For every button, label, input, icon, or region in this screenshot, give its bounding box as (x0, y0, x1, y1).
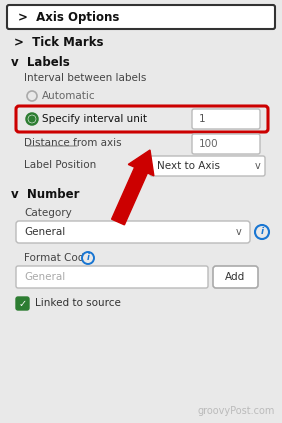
FancyBboxPatch shape (192, 109, 260, 129)
Text: Add: Add (225, 272, 245, 282)
FancyArrow shape (112, 150, 154, 225)
Text: Specify interval unit: Specify interval unit (42, 114, 147, 124)
Text: >  Axis Options: > Axis Options (18, 11, 119, 24)
Text: Distance from axis: Distance from axis (24, 138, 122, 148)
Text: Category: Category (24, 208, 72, 218)
Text: i: i (87, 253, 89, 263)
Text: Label Position: Label Position (24, 160, 96, 170)
Circle shape (255, 225, 269, 239)
Circle shape (82, 252, 94, 264)
Circle shape (27, 113, 38, 124)
FancyBboxPatch shape (150, 156, 265, 176)
Text: Interval between labels: Interval between labels (24, 73, 146, 83)
Circle shape (27, 91, 37, 101)
Text: 100: 100 (199, 139, 219, 149)
Text: v: v (236, 227, 242, 237)
Text: >  Tick Marks: > Tick Marks (14, 36, 103, 49)
FancyBboxPatch shape (16, 106, 268, 132)
Text: Format Code: Format Code (24, 253, 91, 263)
Text: Next to Axis: Next to Axis (157, 161, 220, 171)
Text: i: i (261, 228, 264, 236)
Text: Linked to source: Linked to source (35, 299, 121, 308)
FancyBboxPatch shape (192, 134, 260, 154)
FancyBboxPatch shape (213, 266, 258, 288)
Text: v  Labels: v Labels (11, 55, 70, 69)
FancyBboxPatch shape (7, 5, 275, 29)
FancyBboxPatch shape (16, 221, 250, 243)
Text: 1: 1 (199, 114, 206, 124)
Text: Automatic: Automatic (42, 91, 96, 101)
Text: groovyPost.com: groovyPost.com (198, 406, 275, 416)
Text: v  Number: v Number (11, 189, 80, 201)
Text: General: General (24, 272, 65, 282)
Text: ✓: ✓ (18, 299, 27, 308)
Text: v: v (255, 161, 261, 171)
Text: General: General (24, 227, 65, 237)
FancyBboxPatch shape (16, 297, 29, 310)
FancyBboxPatch shape (16, 266, 208, 288)
Circle shape (29, 116, 35, 122)
